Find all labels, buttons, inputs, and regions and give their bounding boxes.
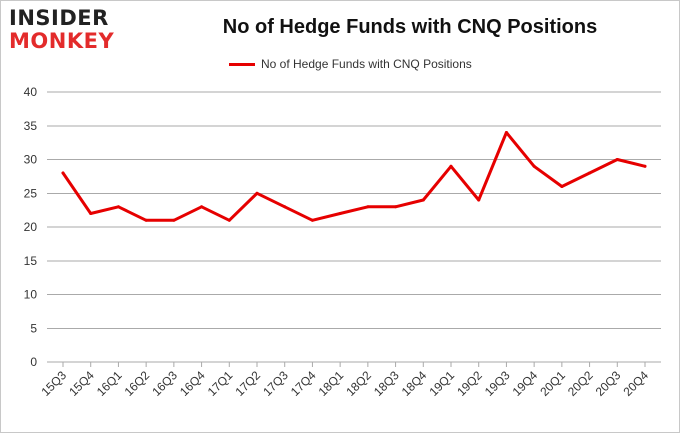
insider-monkey-logo: INSIDER MONKEY — [9, 7, 129, 57]
data-point — [89, 212, 93, 215]
x-tick-label: 18Q3 — [371, 368, 402, 399]
data-point — [116, 205, 120, 209]
y-tick-label: 15 — [24, 254, 38, 268]
y-tick-label: 5 — [30, 321, 37, 335]
data-point — [144, 218, 148, 222]
series-line — [61, 131, 647, 222]
y-tick-label: 25 — [24, 186, 38, 200]
chart-legend: No of Hedge Funds with CNQ Positions — [229, 55, 472, 73]
x-tick-label: 16Q2 — [122, 368, 153, 399]
legend-swatch — [229, 62, 255, 66]
data-point — [643, 164, 647, 168]
data-point — [532, 164, 536, 168]
x-tick-label: 18Q4 — [399, 368, 430, 399]
x-tick-label: 16Q4 — [177, 368, 208, 399]
y-tick-label: 35 — [24, 119, 38, 133]
data-point — [172, 218, 176, 222]
x-tick-label: 17Q2 — [232, 368, 263, 399]
y-tick-label: 40 — [24, 85, 38, 99]
x-tick-label: 20Q3 — [593, 368, 624, 399]
y-tick-label: 20 — [24, 220, 38, 234]
data-point — [588, 171, 592, 175]
legend-label: No of Hedge Funds with CNQ Positions — [261, 57, 472, 71]
x-tick-label: 19Q2 — [454, 368, 485, 399]
data-point — [61, 171, 65, 175]
y-tick-label: 10 — [24, 288, 38, 302]
y-tick-label: 0 — [30, 355, 37, 369]
data-point — [338, 212, 342, 215]
x-tick-label: 16Q3 — [149, 368, 180, 399]
x-tick-label: 16Q1 — [94, 368, 125, 399]
data-point — [227, 218, 231, 222]
x-tick-label: 19Q4 — [510, 368, 541, 399]
x-tick-label: 20Q1 — [537, 368, 568, 399]
x-tick-label: 15Q4 — [66, 368, 97, 399]
data-point — [366, 205, 370, 209]
data-point — [200, 205, 204, 209]
data-point — [449, 164, 453, 168]
data-point — [504, 131, 508, 134]
data-point — [283, 205, 287, 209]
data-point — [615, 158, 619, 161]
data-point — [255, 191, 259, 195]
data-point — [310, 218, 314, 222]
data-point — [421, 198, 425, 202]
x-tick-label: 17Q3 — [260, 368, 291, 399]
x-tick-label: 19Q1 — [426, 368, 457, 399]
logo-text-monkey: MONKEY — [9, 29, 115, 53]
data-point — [394, 205, 398, 209]
x-tick-label: 15Q3 — [38, 368, 69, 399]
x-tick-label: 17Q1 — [205, 368, 236, 399]
x-tick-label: 17Q4 — [288, 368, 319, 399]
x-tick-label: 19Q3 — [482, 368, 513, 399]
x-tick-label: 18Q1 — [316, 368, 347, 399]
logo-text-insider: INSIDER — [9, 6, 109, 30]
data-point — [560, 185, 564, 188]
x-tick-label: 18Q2 — [343, 368, 374, 399]
x-tick-label: 20Q2 — [565, 368, 596, 399]
data-point — [477, 198, 481, 202]
y-tick-label: 30 — [24, 153, 38, 167]
x-tick-label: 20Q4 — [620, 368, 651, 399]
chart-title: No of Hedge Funds with CNQ Positions — [222, 16, 598, 38]
